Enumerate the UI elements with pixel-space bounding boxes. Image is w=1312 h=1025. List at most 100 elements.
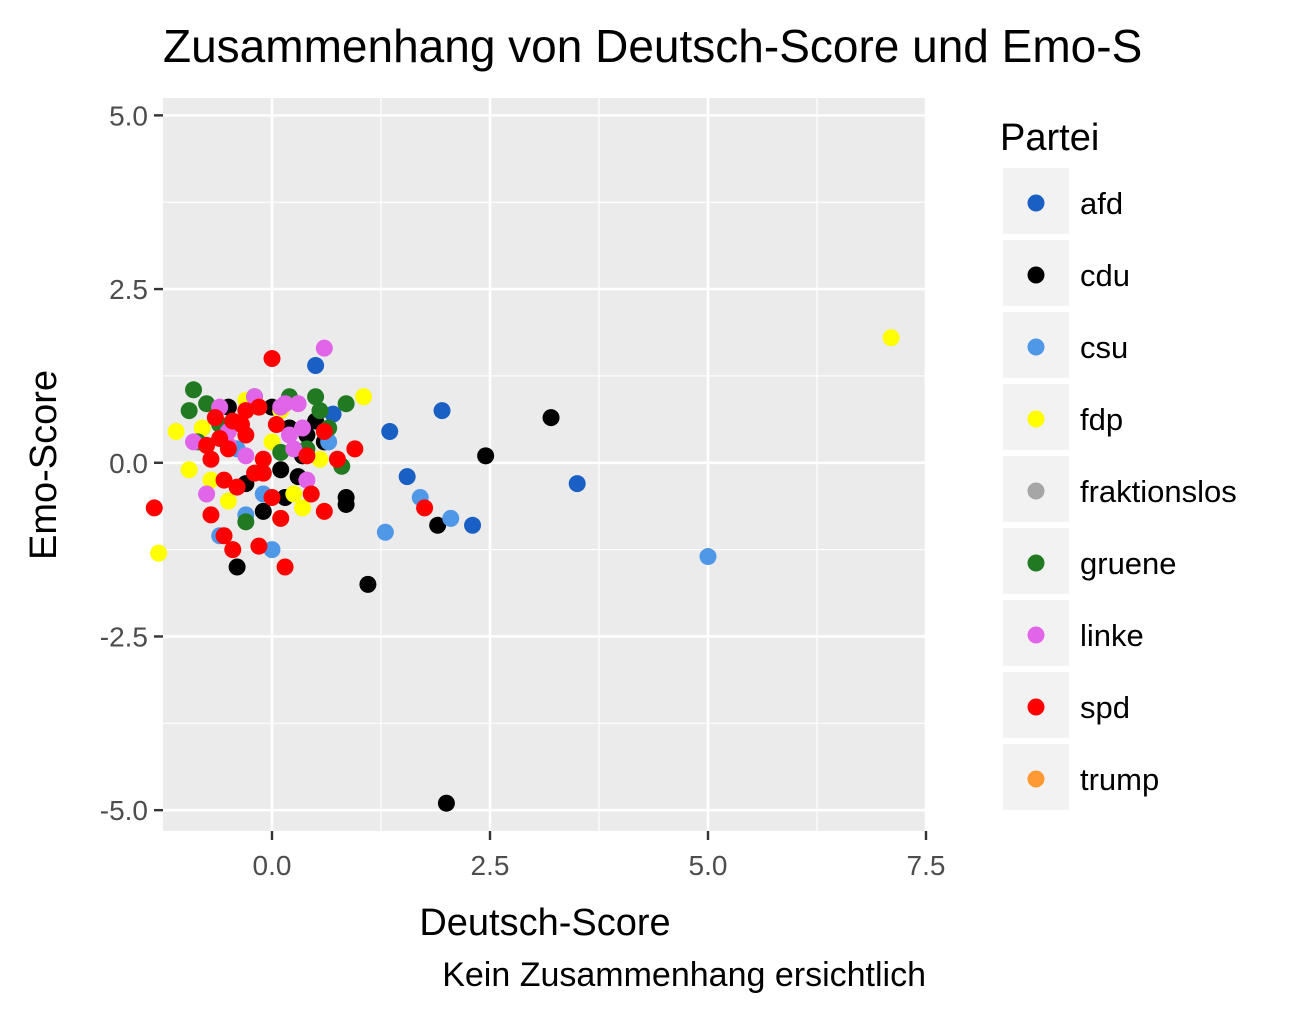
legend-dot-fraktionslos [1027,482,1045,500]
data-point-spd [215,527,233,545]
legend-label-fdp: fdp [1080,402,1123,437]
data-point-linke [198,485,216,503]
data-point-fdp [193,419,211,437]
data-point-spd [298,447,316,465]
data-point-spd [145,499,163,517]
data-point-spd [211,429,229,447]
data-point-fdp [311,450,329,468]
major-gridlines [163,98,928,831]
legend-dot-spd [1027,698,1045,716]
data-point-afd [381,422,399,440]
x-axis: 0.0 2.5 5.0 7.5 [253,831,946,881]
data-point-spd [263,489,281,507]
data-point-spd [276,558,294,576]
data-point-linke [285,440,303,458]
data-point-spd [202,506,220,524]
data-point-fdp [150,544,168,562]
data-point-csu [442,509,460,527]
data-point-afd [464,516,482,534]
data-point-csu [699,548,717,566]
data-point-spd [315,422,333,440]
data-point-spd [228,478,246,496]
x-tick-label: 0.0 [253,850,292,881]
legend-dot-cdu [1027,266,1045,284]
data-point-linke [280,426,298,444]
x-axis-title: Deutsch-Score [419,902,670,944]
data-point-afd [398,468,416,486]
data-point-spd [346,440,364,458]
data-point-afd [307,356,325,374]
data-point-cdu [542,409,560,427]
data-point-cdu [429,516,447,534]
data-point-spd [250,537,268,555]
data-point-spd [237,426,255,444]
data-point-gruene [237,513,255,531]
plot-panel [163,98,926,831]
legend-label-gruene: gruene [1080,546,1177,581]
data-point-fdp [355,388,373,406]
legend-dot-gruene [1027,554,1045,572]
legend-label-fraktionslos: fraktionslos [1080,474,1237,509]
data-point-fdp [294,499,312,517]
data-point-gruene [180,402,198,420]
data-point-cdu [359,575,377,593]
legend-label-afd: afd [1080,186,1123,221]
data-point-spd [215,471,233,489]
legend-dot-csu [1027,338,1045,356]
data-point-spd [224,412,242,430]
data-point-spd [254,450,272,468]
legend-title: Partei [1000,117,1099,159]
legend-label-cdu: cdu [1080,258,1130,293]
legend-dot-trump [1027,770,1045,788]
data-point-afd [433,402,451,420]
data-point-cdu [477,447,495,465]
data-point-gruene [198,395,216,413]
minor-gridlines [163,98,926,831]
x-tick-label: 2.5 [471,850,510,881]
y-axis: 5.0 2.5 0.0 -2.5 -5.0 [100,100,163,826]
data-point-gruene [185,381,203,399]
x-tick-label: 5.0 [689,850,728,881]
data-point-gruene [307,388,325,406]
data-point-cdu [228,558,246,576]
data-point-linke [289,395,307,413]
legend-dot-fdp [1027,410,1045,428]
data-point-spd [250,398,268,416]
data-point-cdu [254,502,272,520]
chart-title: Zusammenhang von Deutsch-Score und Emo-S [163,20,1142,72]
y-axis-title: Emo-Score [23,370,65,560]
legend-label-spd: spd [1080,690,1130,725]
data-point-spd [254,464,272,482]
data-point-fdp [180,461,198,479]
data-point-cdu [272,461,290,479]
data-points [145,329,900,812]
data-point-spd [272,509,290,527]
legend: Partei afd cdu csu fdp fraktionslos gruene lin… [1000,117,1237,810]
data-point-cdu [437,794,455,812]
data-point-fdp [285,485,303,503]
data-point-spd [267,416,285,434]
data-point-linke [185,433,203,451]
data-point-spd [328,450,346,468]
y-tick-label: 0.0 [109,448,148,479]
x-tick-label: 7.5 [907,850,946,881]
data-point-linke [237,447,255,465]
y-tick-label: 5.0 [109,100,148,131]
data-point-afd [568,475,586,493]
data-point-linke [315,339,333,357]
data-point-spd [416,499,434,517]
chart-caption: Kein Zusammenhang ersichtlich [442,956,926,994]
legend-label-trump: trump [1080,762,1159,797]
data-point-linke [298,471,316,489]
data-point-spd [202,450,220,468]
data-point-gruene [311,402,329,420]
data-point-spd [263,350,281,368]
legend-label-linke: linke [1080,618,1144,653]
data-point-gruene [272,443,290,461]
legend-dot-linke [1027,626,1045,644]
data-point-gruene [337,395,355,413]
data-point-spd [315,502,333,520]
data-point-csu [263,541,281,559]
